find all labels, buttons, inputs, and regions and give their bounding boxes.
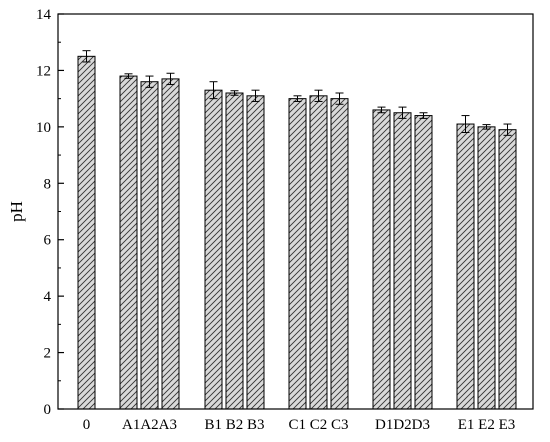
y-tick-label: 2 [44,346,52,362]
x-tick-label: B1 B2 B3 [204,417,264,433]
y-tick-label: 6 [44,233,52,249]
x-tick-label: 0 [83,417,91,433]
bar-D1 [372,109,391,410]
x-tick-label: E1 E2 E3 [458,417,516,433]
y-tick-label: 10 [36,120,51,136]
bar-D2 [393,112,412,410]
y-tick-label: 0 [44,402,52,418]
bar-B2 [225,92,244,410]
bar-C1 [288,98,307,410]
tick-labels: 0 2 4 6 8 10 12 14 0 A1A2A3 B1 B2 B3 C1 C2 C3 D1D2D3… [36,7,515,433]
y-tick-label: 12 [36,63,51,79]
x-tick-label: A1A2A3 [122,417,177,433]
y-axis-label: pH [7,201,26,222]
bar-B3 [246,95,265,410]
error-bars [82,50,512,136]
bar-A3 [161,78,180,410]
y-tick-label: 4 [44,289,52,305]
bar-A1 [119,75,138,410]
x-tick-label: D1D2D3 [375,417,430,433]
y-tick-label: 14 [36,7,52,23]
bar-0 [77,55,96,410]
bar-E1 [456,123,475,410]
bar-E2 [477,126,496,410]
y-tick-label: 8 [44,176,52,192]
bars [77,55,517,410]
bar-C2 [309,95,328,410]
bar-B1 [204,89,223,410]
bar-C3 [330,98,349,410]
bar-E3 [498,129,517,410]
bar-A2 [140,81,159,410]
x-tick-label: C1 C2 C3 [288,417,348,433]
bar-D3 [414,115,433,410]
plot-frame [57,13,534,410]
